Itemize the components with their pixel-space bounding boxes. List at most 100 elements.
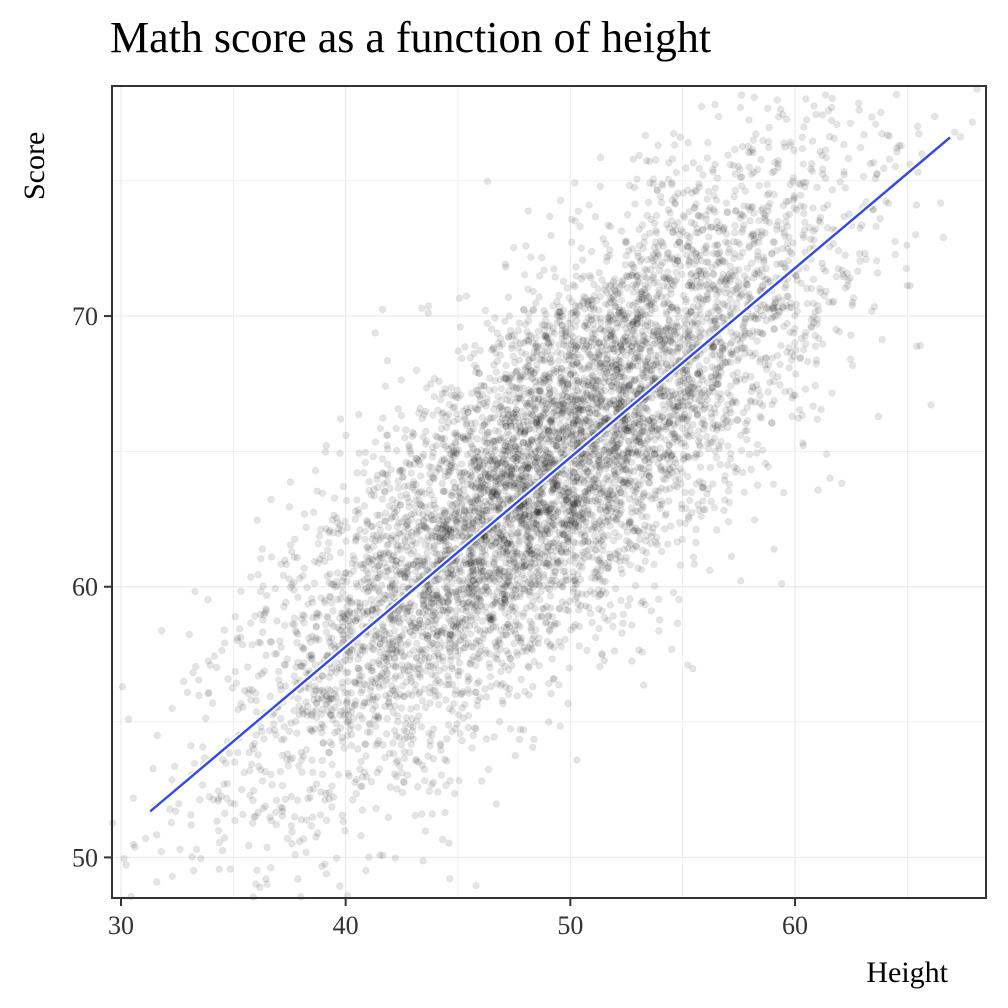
scatter-point [527, 253, 535, 262]
scatter-point [745, 116, 753, 124]
scatter-point [655, 616, 664, 624]
scatter-point [532, 520, 541, 529]
scatter-point [325, 795, 334, 803]
scatter-point [819, 264, 828, 273]
scatter-point [487, 325, 496, 333]
scatter-point [463, 599, 471, 608]
scatter-point [676, 561, 685, 570]
scatter-point [482, 735, 491, 743]
scatter-point [551, 273, 559, 281]
scatter-point [357, 560, 365, 569]
scatter-point [725, 480, 734, 489]
scatter-point [421, 440, 430, 448]
scatter-point [589, 451, 597, 459]
scatter-point [254, 571, 262, 579]
scatter-point [376, 851, 384, 859]
scatter-point [785, 233, 793, 241]
scatter-point [548, 397, 556, 406]
scatter-point [912, 201, 921, 209]
scatter-point [338, 658, 347, 666]
scatter-point [587, 247, 596, 256]
scatter-point [448, 488, 457, 497]
scatter-point [299, 752, 308, 760]
scatter-point [673, 538, 682, 546]
scatter-point [213, 817, 221, 826]
scatter-point [464, 723, 473, 732]
scatter-point [713, 174, 722, 182]
scatter-point [832, 325, 840, 334]
scatter-point [745, 450, 754, 459]
scatter-point [573, 316, 581, 325]
scatter-point [153, 878, 161, 886]
scatter-point [856, 257, 864, 266]
scatter-point [410, 430, 418, 439]
scatter-point [166, 805, 174, 814]
scatter-point [393, 608, 402, 616]
scatter-point [284, 762, 293, 770]
scatter-point [950, 128, 959, 136]
scatter-point [420, 410, 429, 419]
scatter-point [799, 160, 808, 168]
scatter-point [428, 453, 437, 461]
scatter-point [524, 442, 532, 451]
scatter-point [605, 550, 614, 558]
scatter-point [628, 271, 636, 280]
scatter-point [611, 275, 619, 283]
scatter-point [575, 438, 584, 447]
scatter-point [473, 701, 482, 710]
scatter-point [518, 472, 526, 481]
scatter-point [345, 607, 354, 616]
scatter-point [658, 413, 667, 422]
scatter-point [711, 100, 719, 109]
scatter-point [654, 595, 663, 604]
scatter-point [567, 626, 575, 634]
scatter-point [338, 577, 347, 585]
scatter-point [217, 792, 226, 801]
scatter-point [402, 641, 411, 649]
scatter-point [538, 253, 546, 262]
scatter-point [437, 771, 446, 779]
scatter-point [491, 426, 500, 435]
scatter-point [563, 495, 572, 504]
scatter-point [684, 139, 692, 147]
scatter-point [619, 398, 628, 406]
scatter-point [649, 327, 658, 336]
scatter-point [290, 586, 298, 594]
scatter-point [799, 231, 807, 239]
scatter-point [585, 545, 593, 554]
scatter-point [828, 186, 837, 194]
scatter-point [429, 778, 438, 787]
scatter-point [434, 788, 442, 796]
scatter-point [412, 654, 421, 662]
scatter-point [478, 617, 487, 626]
scatter-point [457, 460, 466, 468]
scatter-point [631, 375, 640, 384]
scatter-point [413, 653, 421, 662]
scatter-point [592, 476, 601, 484]
scatter-point [368, 610, 377, 619]
scatter-point [651, 156, 660, 164]
scatter-point [646, 366, 654, 375]
scatter-point [558, 598, 567, 606]
scatter-point [343, 698, 351, 707]
scatter-point [619, 619, 627, 628]
scatter-point [809, 402, 817, 410]
scatter-point [855, 106, 864, 114]
scatter-point [669, 588, 678, 597]
scatter-point [339, 482, 348, 491]
scatter-point [826, 474, 834, 483]
scatter-point [195, 795, 204, 804]
scatter-point [807, 323, 816, 332]
scatter-point [322, 441, 331, 450]
scatter-point [510, 243, 518, 252]
scatter-point [630, 183, 639, 192]
scatter-point [276, 637, 284, 645]
scatter-point [351, 700, 360, 709]
scatter-point [814, 486, 822, 494]
scatter-point [856, 143, 865, 152]
scatter-point [891, 162, 900, 171]
scatter-point [764, 104, 772, 113]
scatter-point [785, 364, 794, 372]
scatter-point [526, 617, 534, 626]
scatter-point [640, 233, 649, 241]
